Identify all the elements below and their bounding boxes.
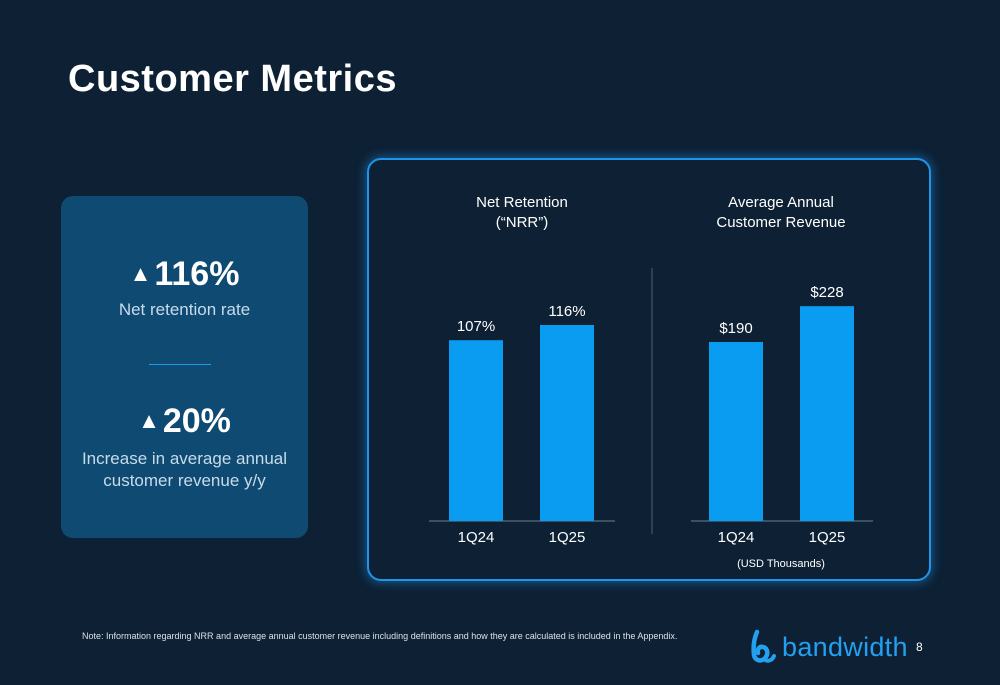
nrr-chart-title-line2: (“NRR”) <box>496 214 548 231</box>
nrr-stat: ▲ 116% Net retention rate <box>61 257 308 321</box>
revenue-stat-label: Increase in average annual customer reve… <box>61 448 308 492</box>
revenue-stat: ▲ 20% Increase in average annual custome… <box>61 404 308 492</box>
stats-card: ▲ 116% Net retention rate ▲ 20% Increase… <box>61 196 308 538</box>
logo-text: bandwidth <box>782 631 908 662</box>
nrr-tick-label-1Q24: 1Q24 <box>458 529 495 546</box>
up-triangle-icon: ▲ <box>138 408 160 433</box>
revenue-stat-label-line1: Increase in average annual <box>81 449 288 468</box>
nrr-data-label-1Q24: 107% <box>457 318 495 335</box>
nrr-chart-title-line1: Net Retention <box>476 194 568 211</box>
footnote: Note: Information regarding NRR and aver… <box>82 631 678 641</box>
charts-panel: Net Retention (“NRR”) 107% 1Q24 116% 1Q25 Aver… <box>367 158 931 581</box>
revenue-chart-title-line2: Customer Revenue <box>716 214 845 231</box>
nrr-stat-value: 116% <box>154 255 240 293</box>
nrr-bar-1Q24 <box>449 340 503 521</box>
page-number: 8 <box>916 640 923 654</box>
bandwidth-logo: bandwidth <box>748 629 908 665</box>
nrr-stat-label: Net retention rate <box>118 300 251 319</box>
stats-divider <box>149 364 211 365</box>
revenue-data-label-1Q24: $190 <box>719 320 752 337</box>
nrr-bar-1Q25 <box>540 325 594 521</box>
bandwidth-logo-icon <box>751 629 776 663</box>
revenue-tick-label-1Q25: 1Q25 <box>809 529 846 546</box>
revenue-stat-label-line2: customer revenue y/y <box>103 471 266 490</box>
revenue-stat-value: 20% <box>162 402 231 440</box>
nrr-data-label-1Q25: 116% <box>548 303 585 320</box>
revenue-bar-1Q24 <box>709 341 763 521</box>
page-title: Customer Metrics <box>68 58 397 100</box>
revenue-bar-1Q25 <box>800 306 854 521</box>
revenue-data-label-1Q25: $228 <box>810 284 843 301</box>
revenue-unit-note: (USD Thousands) <box>737 558 825 570</box>
up-triangle-icon: ▲ <box>129 261 152 286</box>
revenue-tick-label-1Q24: 1Q24 <box>718 529 755 546</box>
revenue-chart-title-line1: Average Annual <box>728 194 834 211</box>
nrr-tick-label-1Q25: 1Q25 <box>549 529 586 546</box>
charts-svg: Net Retention (“NRR”) 107% 1Q24 116% 1Q25 Aver… <box>429 194 873 570</box>
